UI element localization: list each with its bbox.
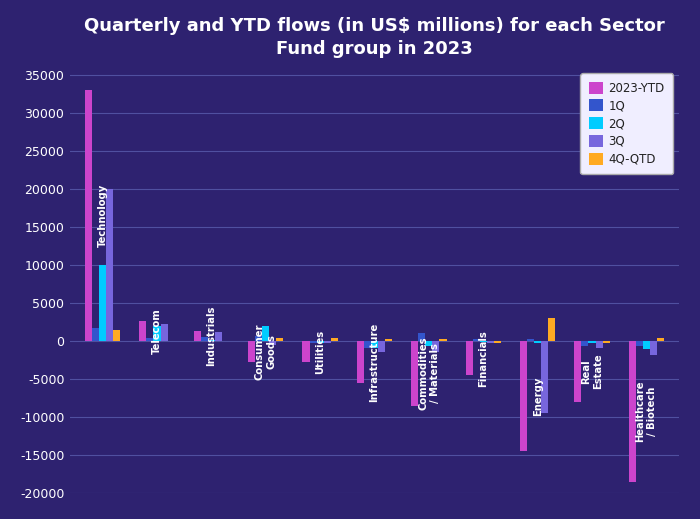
Bar (596, 341, 603, 348)
Bar (194, 331, 201, 341)
Bar (146, 338, 153, 341)
Text: Infrastructure: Infrastructure (370, 322, 379, 402)
Legend: 2023-YTD, 1Q, 2Q, 3Q, 4Q-QTD: 2023-YTD, 1Q, 2Q, 3Q, 4Q-QTD (580, 73, 673, 174)
Bar (357, 341, 364, 383)
Bar (541, 341, 548, 413)
Bar (139, 321, 146, 341)
Text: Technology: Technology (97, 184, 108, 247)
Bar (378, 341, 385, 352)
Bar (302, 341, 309, 362)
Bar (643, 341, 650, 349)
Bar (486, 341, 494, 343)
Bar (330, 338, 338, 341)
Bar (527, 339, 534, 341)
Bar (270, 341, 276, 345)
Bar (426, 341, 433, 346)
Bar (636, 341, 643, 346)
Bar (411, 341, 419, 406)
Text: Consumer
Goods: Consumer Goods (255, 323, 276, 380)
Bar (433, 341, 440, 352)
Bar (650, 341, 657, 355)
Bar (215, 332, 222, 341)
Bar (534, 341, 541, 343)
Bar (248, 341, 255, 362)
Text: Telecom: Telecom (152, 308, 162, 353)
Bar (208, 339, 215, 341)
Bar (364, 341, 371, 348)
Bar (276, 338, 284, 341)
Bar (309, 341, 316, 343)
Bar (255, 336, 262, 341)
Bar (494, 341, 501, 343)
Bar (589, 341, 596, 344)
Bar (316, 341, 323, 344)
Bar (574, 341, 582, 402)
Bar (548, 318, 555, 341)
Bar (629, 341, 636, 482)
Bar (262, 326, 270, 341)
Text: Utilities: Utilities (315, 330, 325, 374)
Bar (113, 331, 120, 341)
Bar (153, 326, 160, 341)
Bar (92, 328, 99, 341)
Bar (473, 339, 480, 341)
Bar (106, 189, 113, 341)
Bar (85, 90, 92, 341)
Bar (657, 338, 664, 341)
Bar (480, 341, 486, 342)
Bar (582, 341, 589, 346)
Text: Commodities
/ Materials: Commodities / Materials (418, 337, 440, 410)
Bar (520, 341, 527, 451)
Bar (419, 333, 426, 341)
Bar (385, 339, 392, 341)
Title: Quarterly and YTD flows (in US$ millions) for each Sector
Fund group in 2023: Quarterly and YTD flows (in US$ millions… (84, 17, 665, 58)
Text: Financials: Financials (478, 330, 489, 387)
Bar (371, 341, 378, 348)
Bar (99, 265, 106, 341)
Bar (440, 339, 447, 341)
Bar (466, 341, 472, 375)
Bar (201, 337, 208, 341)
Text: Industrials: Industrials (206, 306, 216, 366)
Bar (323, 341, 330, 343)
Text: Energy: Energy (533, 376, 542, 416)
Text: Real
Estate: Real Estate (581, 353, 603, 389)
Bar (160, 323, 167, 341)
Bar (603, 341, 610, 343)
Text: Healthcare
/ Biotech: Healthcare / Biotech (636, 380, 657, 442)
